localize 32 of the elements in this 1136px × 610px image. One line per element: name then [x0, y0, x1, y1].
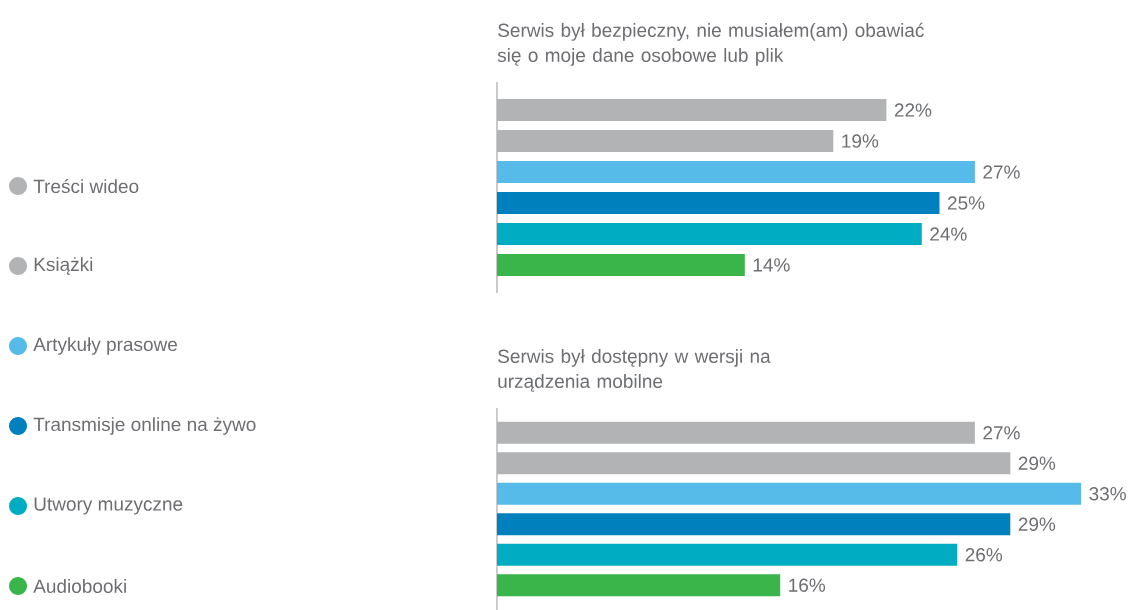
- bar: [497, 543, 958, 566]
- data-label: 29%: [1018, 517, 1056, 531]
- data-label: 27%: [983, 165, 1020, 179]
- data-label: 27%: [983, 426, 1020, 440]
- data-label: 19%: [842, 134, 879, 148]
- data-label: 22%: [894, 103, 932, 117]
- data-label: 14%: [753, 258, 790, 272]
- bar: [497, 254, 745, 276]
- bar: [497, 130, 834, 152]
- data-label: 25%: [947, 196, 985, 210]
- bar: [497, 452, 1011, 475]
- legend-label: Utwory muzyczne: [34, 497, 183, 515]
- chart-title: Serwis był bezpieczny, nie musiałem(am) obawiać się o moje dane osobowe lub plik: [497, 22, 924, 66]
- legend-label: Transmisje online na żywo: [33, 417, 256, 435]
- data-label: 26%: [965, 548, 1003, 562]
- bar: [497, 161, 975, 183]
- legend-label: Książki: [34, 257, 93, 275]
- data-label: 16%: [789, 578, 826, 592]
- chart-title: Serwis był dostępny w wersji na urządzenia mobilne: [498, 349, 771, 392]
- data-label: 29%: [1018, 456, 1056, 470]
- data-label: 24%: [930, 227, 967, 241]
- legend-label: Audiobooki: [33, 579, 126, 593]
- legend-label: Treści wideo: [33, 178, 139, 194]
- data-label: 33%: [1089, 487, 1126, 501]
- bar: [497, 421, 975, 444]
- bar: [497, 574, 781, 597]
- bar: [497, 482, 1082, 505]
- bar: [497, 513, 1011, 536]
- bar: [497, 99, 887, 121]
- bar: [497, 223, 922, 245]
- legend-label: Artykuły prasowe: [33, 337, 177, 355]
- bar: [497, 192, 940, 214]
